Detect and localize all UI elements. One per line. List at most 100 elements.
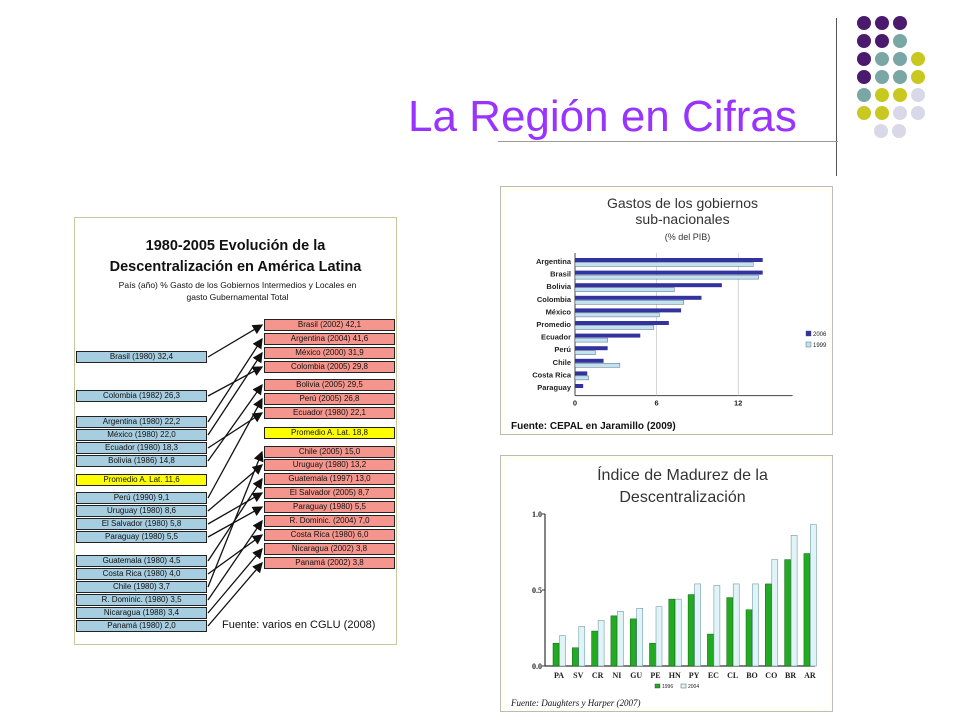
x-tick-label: 0 xyxy=(573,399,577,408)
right-box: Perú (2005) 26,8 xyxy=(264,393,395,405)
bar-2006 xyxy=(575,283,722,288)
bar-2004 xyxy=(617,611,624,667)
bar-2006 xyxy=(575,384,584,388)
left-box: México (1980) 22,0 xyxy=(76,429,207,441)
decor-dot xyxy=(875,88,889,102)
bar-2006 xyxy=(575,270,763,275)
bar-1999 xyxy=(574,287,675,292)
left-box: Uruguay (1980) 8,6 xyxy=(76,505,207,517)
bar-1996 xyxy=(572,647,579,667)
bar-2006 xyxy=(575,308,682,313)
arrow xyxy=(207,397,263,499)
decor-dot xyxy=(857,70,871,84)
x-tick-label: HN xyxy=(669,671,681,680)
bar-2004 xyxy=(732,583,740,667)
decor-dot xyxy=(857,16,871,30)
category-label: Brasil xyxy=(550,270,571,279)
category-label: Paraguay xyxy=(537,383,572,392)
bar-2004 xyxy=(675,598,682,667)
bar-1996 xyxy=(803,553,811,667)
category-label: Argentina xyxy=(536,257,572,266)
bar-1996 xyxy=(668,598,676,667)
legend-label: 2004 xyxy=(688,684,699,690)
divider-vertical xyxy=(836,18,837,176)
panel-title-line1: 1980-2005 Evolución de la xyxy=(145,238,326,254)
x-tick-label: CO xyxy=(765,671,777,680)
page-title: La Región en Cifras xyxy=(408,92,797,141)
bar-1996 xyxy=(707,633,714,667)
bar-2004 xyxy=(578,626,586,667)
decor-dot xyxy=(893,70,907,84)
left-box: Brasil (1980) 32,4 xyxy=(76,351,207,363)
x-tick-label: CR xyxy=(592,671,604,680)
right-box: Colombia (2005) 29,8 xyxy=(264,361,395,373)
category-label: Colombia xyxy=(537,295,572,304)
right-box: Costa Rica (1980) 6,0 xyxy=(264,529,395,541)
left-box: Colombia (1982) 26,3 xyxy=(76,390,207,402)
panel-subtitle-line2: gasto Gubernamental Total xyxy=(186,292,289,302)
bar-2006 xyxy=(575,371,588,376)
decor-dot xyxy=(875,52,889,66)
right-box: Nicaragua (2002) 3,8 xyxy=(264,543,395,555)
bar-2004 xyxy=(752,583,759,667)
left-box: Ecuador (1980) 18,3 xyxy=(76,442,207,454)
chart2-title-line1: Índice de Madurez de la xyxy=(597,467,768,484)
legend-label: 1999 xyxy=(813,343,827,349)
right-box: México (2000) 31,9 xyxy=(264,347,395,359)
bar-2004 xyxy=(559,635,566,667)
category-label: Perú xyxy=(554,345,571,354)
category-label: Costa Rica xyxy=(532,370,572,379)
arrow xyxy=(207,506,264,538)
arrow xyxy=(207,464,263,512)
right-box: R. Dominic. (2004) 7,0 xyxy=(264,515,395,527)
divider-horizontal xyxy=(498,141,838,142)
right-box: Argentina (2004) 41,6 xyxy=(264,333,395,345)
bar-1996 xyxy=(649,642,656,667)
x-tick-label: EC xyxy=(708,671,719,680)
decor-dot xyxy=(874,124,888,138)
bar-2006 xyxy=(575,346,608,351)
left-box: Guatemala (1980) 4,5 xyxy=(76,555,207,567)
bar-1996 xyxy=(629,618,637,667)
x-tick-label: BO xyxy=(746,671,758,680)
subnational-spending-chart: Gastos de los gobiernos sub-nacionales (… xyxy=(500,186,833,435)
bar-1999 xyxy=(574,350,596,355)
x-tick-label: 12 xyxy=(734,399,742,408)
bar-1996 xyxy=(591,630,598,667)
decor-dot xyxy=(893,16,907,30)
left-box: Costa Rica (1980) 4,0 xyxy=(76,568,207,580)
decor-dot xyxy=(892,124,906,138)
legend-swatch xyxy=(805,330,812,337)
decor-dot xyxy=(893,34,907,48)
bar-1999 xyxy=(574,375,589,381)
legend-swatch xyxy=(805,341,812,348)
x-tick-label: 6 xyxy=(655,399,659,408)
decor-dot xyxy=(893,52,907,66)
left-box: R. Dominic. (1980) 3,5 xyxy=(76,594,207,606)
x-tick-label: PE xyxy=(650,671,660,680)
decor-dot xyxy=(893,88,907,102)
left-box: Perú (1990) 9,1 xyxy=(76,492,207,504)
x-tick-label: BR xyxy=(785,671,796,680)
x-tick-label: CL xyxy=(727,671,738,680)
category-label: México xyxy=(546,307,572,316)
panel-subtitle-line1: País (año) % Gasto de los Gobiernos Inte… xyxy=(118,280,357,290)
x-tick-label: SV xyxy=(573,671,583,680)
right-box: Ecuador (1980) 22,1 xyxy=(264,407,395,419)
bar-2004 xyxy=(713,585,721,667)
right-box: Chile (2005) 15,0 xyxy=(264,446,395,458)
decentralization-maturity-chart: Índice de Madurez de la Descentralizació… xyxy=(500,455,833,712)
right-box: Panamá (2002) 3,8 xyxy=(264,557,395,569)
right-box: Uruguay (1980) 13,2 xyxy=(264,459,395,471)
bar-2004 xyxy=(771,559,779,667)
bar-2004 xyxy=(810,524,817,667)
x-tick-label: PY xyxy=(689,671,700,680)
bar-2006 xyxy=(575,295,702,300)
bar-1999 xyxy=(574,325,655,330)
decor-dot xyxy=(911,106,925,120)
legend-swatch xyxy=(654,683,661,689)
category-label: Bolivia xyxy=(546,282,571,291)
bar-2004 xyxy=(655,606,663,667)
chart1-title-line2: sub-nacionales xyxy=(635,211,730,227)
left-box: Paraguay (1980) 5,5 xyxy=(76,531,207,543)
